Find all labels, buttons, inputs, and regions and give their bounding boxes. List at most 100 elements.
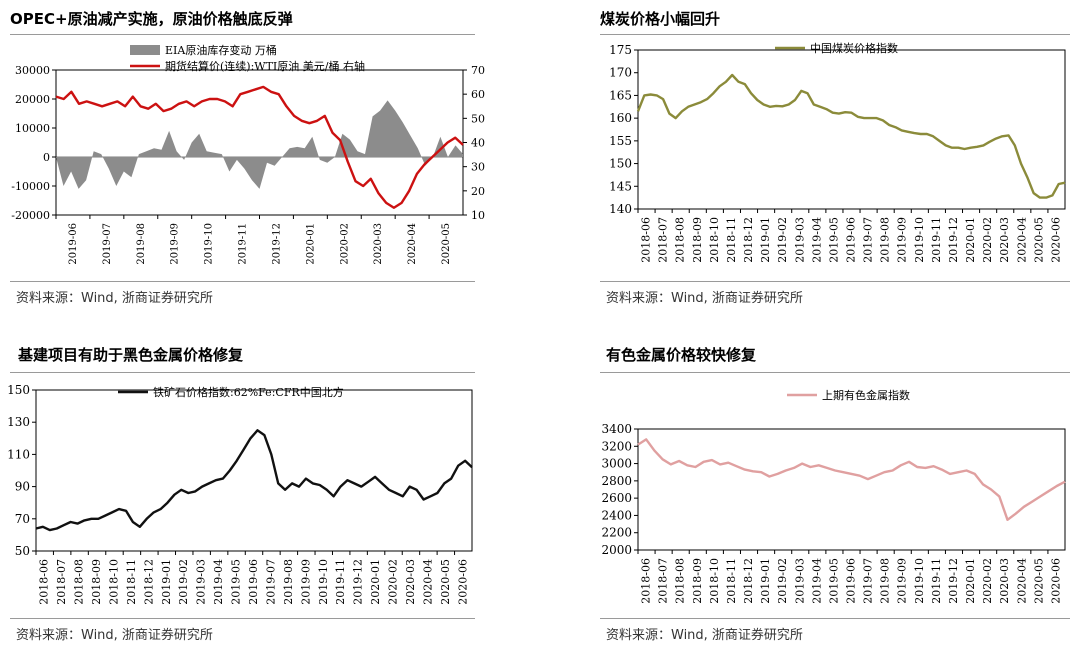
- x-tick-label: 2019-09: [170, 223, 181, 265]
- legend-label: 期货结算价(连续):WTI原油 美元/桶 右轴: [165, 59, 365, 73]
- y-tick-label: 140: [609, 202, 632, 216]
- source-divider: [600, 281, 1070, 282]
- x-tick-label: 2019-02: [177, 559, 190, 605]
- x-tick-label: 2019-12: [947, 558, 960, 604]
- x-tick-label: 2019-11: [238, 223, 249, 265]
- plot-frame: [35, 389, 473, 552]
- chart-metal: 3400 3200 3000 2800 2600 2400 2200 2000 2018-06 2…: [601, 388, 1066, 604]
- y-tick-label: 2400: [601, 508, 632, 522]
- y-tick-label: 130: [7, 415, 30, 429]
- x-tick-label: 2019-12: [271, 223, 282, 265]
- x-tick-label: 2019-12: [947, 217, 960, 263]
- legend-label: EIA原油库存变动 万桶: [165, 43, 277, 57]
- x-tick-label: 2020-06: [1049, 558, 1062, 604]
- y-right-tick-label: 30: [471, 161, 485, 174]
- panel-iron: 基建项目有助于黑色金属价格修复 150 130 110 90 70 50 2018-06 20…: [0, 322, 540, 645]
- series-line: [637, 438, 1066, 521]
- x-tick-label: 2018-09: [90, 559, 103, 605]
- source-text: 资料来源：Wind, 浙商证券研究所: [16, 291, 213, 306]
- x-tick-label: 2018-12: [742, 217, 755, 263]
- x-tick-label: 2020-03: [404, 559, 417, 605]
- x-tick-label: 2019-08: [136, 223, 147, 265]
- x-tick-label: 2020-06: [456, 559, 469, 605]
- x-tick-label: 2019-02: [776, 217, 789, 263]
- x-tick-label: 2018-08: [674, 217, 687, 263]
- y-right-tick-label: 20: [471, 185, 485, 198]
- x-tick-label: 2019-01: [759, 558, 772, 604]
- source-divider: [600, 618, 1070, 619]
- y-right-tick-label: 50: [471, 112, 485, 125]
- x-tick-label: 2020-01: [369, 559, 382, 605]
- x-tick-label: 2020-05: [441, 223, 452, 265]
- y-tick-label: -10000: [11, 180, 50, 193]
- x-tick-label: 2019-06: [845, 558, 858, 604]
- x-tick-label: 2019-10: [204, 223, 215, 265]
- series-line: [35, 429, 473, 532]
- x-tick-label: 2019-12: [352, 559, 365, 605]
- y-right-tick-label: 60: [471, 88, 485, 101]
- x-tick-label: 2019-02: [776, 558, 789, 604]
- x-tick-label: 2018-07: [657, 217, 670, 263]
- y-tick-label: 110: [7, 447, 30, 461]
- x-tick-label: 2020-02: [981, 217, 994, 263]
- y-tick-label: 0: [43, 151, 50, 164]
- title-divider: [10, 34, 475, 35]
- x-tick-label: 2019-04: [810, 217, 823, 263]
- y-tick-label: 3400: [601, 422, 632, 436]
- y-tick-label: 150: [609, 157, 632, 171]
- chart-coal: 175 170 165 160 155 150 145 140 2018-06 2018-07 20…: [609, 41, 1066, 263]
- x-tick-label: 2020-01: [305, 223, 316, 265]
- x-tick-label: 2019-04: [212, 559, 225, 605]
- y-tick-label: 20000: [15, 93, 50, 106]
- x-tick-label: 2020-04: [407, 223, 418, 265]
- x-tick-label: 2018-10: [708, 217, 721, 263]
- x-tick-label: 2020-02: [981, 558, 994, 604]
- x-tick-label: 2018-11: [725, 217, 738, 263]
- x-tick-label: 2019-03: [793, 558, 806, 604]
- x-tick-label: 2019-11: [930, 217, 943, 263]
- x-tick-label: 2018-12: [742, 558, 755, 604]
- x-tick-label: 2019-06: [845, 217, 858, 263]
- y-tick-label: 70: [15, 512, 30, 526]
- x-tick-label: 2020-03: [998, 558, 1011, 604]
- x-tick-label: 2018-09: [691, 558, 704, 604]
- x-tick-label: 2020-01: [964, 558, 977, 604]
- x-tick-label: 2018-10: [708, 558, 721, 604]
- x-tick-label: 2019-09: [896, 558, 909, 604]
- legend-swatch: [130, 45, 160, 55]
- x-tick-label: 2019-07: [862, 217, 875, 263]
- chart-opec: 30000 20000 10000 0 -10000 -20000 70 60 50 40 30 20…: [11, 43, 485, 265]
- x-tick-label: 2019-10: [913, 558, 926, 604]
- y-tick-label: 3000: [601, 457, 632, 471]
- panel-title: OPEC+原油减产实施，原油价格触底反弹: [10, 10, 293, 28]
- x-tick-label: 2020-02: [387, 559, 400, 605]
- y-tick-label: 2200: [601, 526, 632, 540]
- x-tick-label: 2019-03: [195, 559, 208, 605]
- x-tick-label: 2018-07: [657, 558, 670, 604]
- x-tick-label: 2019-08: [879, 217, 892, 263]
- y-tick-label: 2000: [601, 543, 632, 557]
- x-tick-label: 2019-09: [299, 559, 312, 605]
- y-tick-label: 30000: [15, 64, 50, 77]
- plot-frame: [637, 49, 1066, 210]
- y-right-tick-label: 10: [471, 209, 485, 222]
- panel-title: 基建项目有助于黑色金属价格修复: [18, 346, 244, 364]
- x-tick-label: 2020-04: [1015, 217, 1028, 263]
- x-tick-label: 2019-03: [793, 217, 806, 263]
- x-tick-label: 2019-06: [68, 223, 79, 265]
- legend-label: 中国煤炭价格指数: [810, 41, 898, 55]
- y-tick-label: 50: [15, 544, 30, 558]
- y-tick-label: 155: [609, 134, 632, 148]
- x-tick-label: 2020-02: [339, 223, 350, 265]
- source-text: 资料来源：Wind, 浙商证券研究所: [16, 628, 213, 643]
- x-tick-label: 2019-10: [913, 217, 926, 263]
- x-tick-label: 2018-11: [725, 558, 738, 604]
- legend-label: 上期有色金属指数: [822, 388, 910, 402]
- panel-metal: 有色金属价格较快修复 3400 3200 3000 2800 2600 2400 2200 2…: [540, 322, 1080, 645]
- y-tick-label: 165: [609, 88, 632, 102]
- x-tick-label: 2019-08: [879, 558, 892, 604]
- x-tick-label: 2020-04: [1015, 558, 1028, 604]
- panel-title: 煤炭价格小幅回升: [600, 10, 721, 28]
- x-tick-label: 2018-12: [142, 559, 155, 605]
- y-tick-label: 10000: [15, 122, 50, 135]
